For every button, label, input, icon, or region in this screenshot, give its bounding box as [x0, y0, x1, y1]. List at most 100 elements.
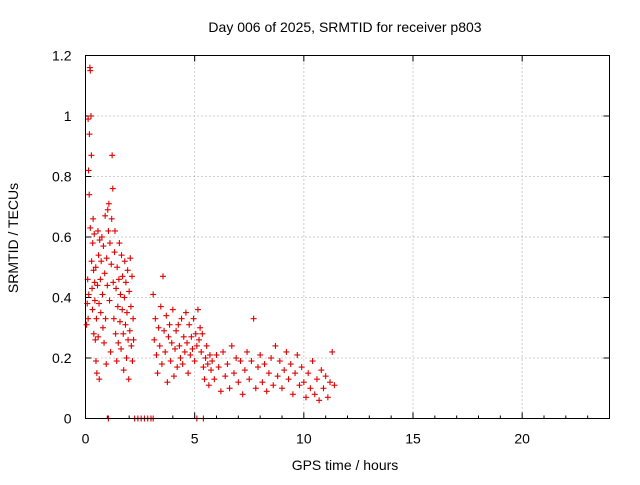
data-point	[96, 376, 103, 383]
data-point	[244, 348, 251, 355]
data-point	[118, 345, 125, 352]
data-point	[287, 361, 294, 368]
data-point	[88, 258, 95, 265]
data-point	[190, 315, 197, 322]
data-point	[285, 376, 292, 383]
data-point	[272, 342, 279, 349]
data-point	[246, 376, 253, 383]
data-point	[86, 131, 93, 138]
data-point	[175, 321, 182, 328]
data-point	[108, 261, 115, 268]
data-point	[237, 358, 244, 365]
data-point	[165, 333, 172, 340]
data-point	[96, 300, 103, 307]
data-point	[101, 270, 108, 277]
data-point	[241, 367, 248, 374]
data-point	[105, 200, 112, 207]
data-point	[329, 348, 336, 355]
data-point	[303, 394, 310, 401]
data-point	[198, 348, 205, 355]
data-point	[180, 333, 187, 340]
y-tick-label: 0.4	[52, 290, 72, 306]
data-point	[201, 376, 208, 383]
data-point	[123, 309, 130, 316]
data-point	[150, 291, 157, 298]
grid-lines	[85, 55, 610, 419]
data-point	[261, 361, 268, 368]
data-point	[107, 348, 114, 355]
data-point	[95, 252, 102, 259]
data-point	[104, 206, 111, 213]
data-point	[114, 303, 121, 310]
data-point	[226, 385, 233, 392]
data-point	[170, 373, 177, 380]
data-point	[196, 336, 203, 343]
data-point	[109, 185, 116, 192]
data-point	[320, 385, 327, 392]
axis-ticks: 0 5 10 15 20 0 0.2 0.4 0.6 0.8 1 1.2	[52, 48, 610, 447]
data-point	[184, 339, 191, 346]
data-point	[164, 379, 171, 386]
data-point	[103, 255, 110, 262]
data-point	[157, 303, 164, 310]
data-point	[127, 303, 134, 310]
data-point	[87, 67, 94, 74]
data-point	[318, 367, 325, 374]
data-point	[220, 348, 227, 355]
x-tick-label: 15	[405, 431, 421, 447]
data-point	[85, 315, 92, 322]
x-tick-label: 20	[514, 431, 530, 447]
data-point	[90, 330, 97, 337]
data-point	[102, 315, 109, 322]
data-point	[85, 116, 92, 123]
data-point	[91, 279, 98, 286]
x-tick-label: 10	[296, 431, 312, 447]
data-point	[102, 212, 109, 219]
data-point	[179, 361, 186, 368]
data-point	[163, 312, 170, 319]
data-point	[327, 379, 334, 386]
data-point	[254, 364, 261, 371]
data-point	[173, 327, 180, 334]
data-point	[200, 364, 207, 371]
data-point	[194, 306, 201, 313]
data-point	[152, 315, 159, 322]
data-point	[95, 333, 102, 340]
data-point	[128, 342, 135, 349]
data-point	[111, 249, 118, 256]
data-point	[292, 370, 299, 377]
x-axis-label: GPS time / hours	[292, 457, 399, 473]
data-point	[172, 345, 179, 352]
data-point	[154, 370, 161, 377]
data-point	[283, 348, 290, 355]
data-point	[250, 315, 257, 322]
data-point	[248, 358, 255, 365]
data-point	[125, 336, 132, 343]
data-point	[205, 382, 212, 389]
data-point	[98, 234, 105, 240]
data-point	[160, 273, 167, 280]
data-point	[324, 394, 331, 401]
data-point	[279, 385, 285, 392]
data-point	[100, 243, 107, 250]
data-point	[188, 333, 195, 340]
data-point	[265, 370, 272, 377]
data-point	[192, 330, 199, 337]
data-point	[155, 324, 162, 331]
x-tick-label: 0	[82, 431, 90, 447]
data-point	[270, 382, 277, 389]
data-point	[189, 345, 196, 352]
data-point	[85, 167, 92, 174]
data-point	[97, 276, 104, 283]
data-point	[187, 351, 194, 358]
data-point	[94, 227, 101, 234]
data-point	[116, 240, 123, 247]
data-point	[215, 364, 222, 371]
data-point	[233, 355, 240, 361]
data-point	[252, 385, 259, 392]
data-point	[289, 391, 296, 398]
data-point	[119, 306, 126, 313]
data-point	[109, 152, 116, 159]
